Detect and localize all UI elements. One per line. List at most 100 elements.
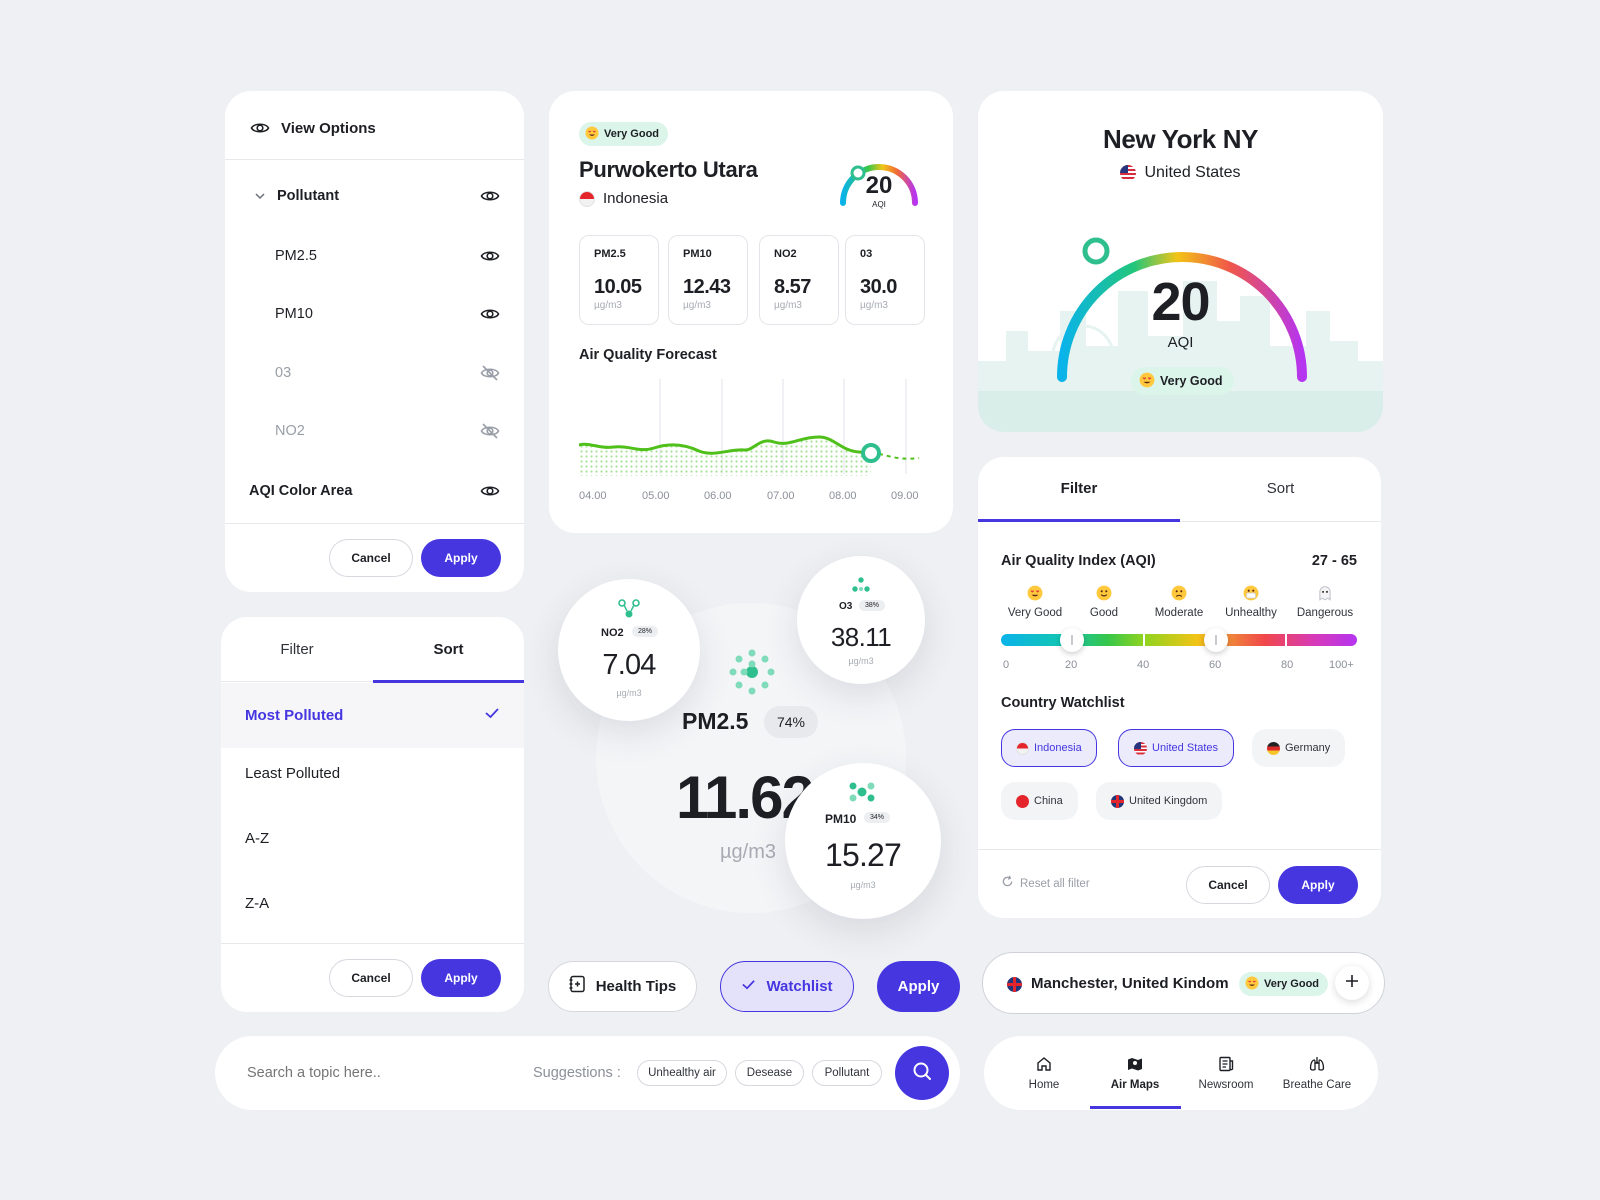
forecast-time-label: 04.00 xyxy=(579,490,607,502)
suggestion-chip[interactable]: Pollutant xyxy=(812,1060,882,1086)
country-row: Indonesia xyxy=(579,190,668,207)
forecast-time-label: 08.00 xyxy=(829,490,857,502)
pm25-unit: µg/m3 xyxy=(720,841,776,863)
sort-option-most-polluted[interactable]: Most Polluted xyxy=(221,683,524,748)
china-flag-icon xyxy=(1016,794,1029,808)
aqi-range-slider[interactable] xyxy=(1001,634,1357,646)
aqi-gauge xyxy=(1050,209,1314,389)
country-chip-united-kingdom[interactable]: United Kingdom xyxy=(1096,782,1223,820)
scale-label: 80 xyxy=(1281,659,1294,671)
molecule-icon xyxy=(618,599,640,624)
o3-bubble[interactable]: O3 38% 38.11 µg/m3 xyxy=(797,556,925,684)
divider xyxy=(225,523,524,524)
country-chip-germany[interactable]: Germany xyxy=(1252,729,1346,767)
eye-icon[interactable] xyxy=(479,245,501,267)
nav-item-newsroom[interactable]: Newsroom xyxy=(1180,1036,1272,1110)
option-row-aqi-color-area[interactable]: AQI Color Area xyxy=(249,476,501,506)
option-row-pollutant[interactable]: Pollutant xyxy=(249,181,501,211)
add-button[interactable] xyxy=(1335,966,1369,1000)
aqi-mini-value: 20 xyxy=(865,172,893,199)
pm10-percent-badge: 34% xyxy=(864,812,891,823)
nav-item-breathe-care[interactable]: Breathe Care xyxy=(1271,1036,1363,1110)
country-chip-label: Indonesia xyxy=(1034,742,1082,754)
pm10-unit: µg/m3 xyxy=(850,880,876,890)
watchlist-button[interactable]: Watchlist xyxy=(720,961,854,1012)
cancel-button[interactable]: Cancel xyxy=(1186,866,1270,904)
metric-name: 03 xyxy=(860,248,873,260)
molecule-icon xyxy=(851,577,871,598)
option-label: NO2 xyxy=(275,423,305,439)
cancel-button[interactable]: Cancel xyxy=(329,539,413,577)
option-label: AQI Color Area xyxy=(249,483,353,499)
chevron-down-icon[interactable] xyxy=(249,185,271,207)
country-chip-china[interactable]: China xyxy=(1001,782,1078,820)
slider-handle-min[interactable] xyxy=(1060,628,1084,652)
apply-button[interactable]: Apply xyxy=(421,959,501,997)
apply-button[interactable]: Apply xyxy=(877,961,960,1012)
smiley-icon xyxy=(1139,372,1155,391)
indonesia-flag-icon xyxy=(1016,741,1029,755)
cancel-button[interactable]: Cancel xyxy=(329,959,413,997)
no2-value: 7.04 xyxy=(602,649,656,681)
location-chip[interactable]: Manchester, United Kindom Very Good xyxy=(982,952,1385,1014)
apply-button[interactable]: Apply xyxy=(1278,866,1358,904)
option-row-pm25[interactable]: PM2.5 xyxy=(275,241,501,271)
tab-sort[interactable]: Sort xyxy=(1266,479,1295,497)
tab-filter[interactable]: Filter xyxy=(1060,479,1098,497)
forecast-time-label: 09.00 xyxy=(891,490,919,502)
nav-label: Newsroom xyxy=(1198,1078,1254,1091)
eye-icon[interactable] xyxy=(479,303,501,325)
country-chip-label: United States xyxy=(1152,742,1219,754)
metric-name: NO2 xyxy=(774,248,797,260)
aqi-level-label: Moderate xyxy=(1154,607,1204,619)
view-options-header: View Options xyxy=(249,117,376,139)
aqi-level-unhealthy: Unhealthy xyxy=(1216,585,1286,621)
nav-item-home[interactable]: Home xyxy=(998,1036,1090,1110)
no2-bubble[interactable]: NO2 28% 7.04 µg/m3 xyxy=(558,579,700,721)
reset-filter-link[interactable]: Reset all filter xyxy=(1001,875,1090,893)
pm25-name: PM2.5 xyxy=(682,708,749,734)
country-chip-indonesia[interactable]: Indonesia xyxy=(1001,729,1097,767)
tab-sort[interactable]: Sort xyxy=(433,640,464,658)
eye-icon[interactable] xyxy=(479,185,501,207)
eye-off-icon[interactable] xyxy=(479,362,501,384)
health-tips-button[interactable]: Health Tips xyxy=(548,961,697,1012)
sort-option-a-z[interactable]: A-Z xyxy=(245,830,270,847)
metric-unit: µg/m3 xyxy=(860,300,888,311)
eye-icon[interactable] xyxy=(479,480,501,502)
forecast-time-label: 05.00 xyxy=(642,490,670,502)
o3-percent-badge: 38% xyxy=(859,600,886,611)
search-button[interactable] xyxy=(895,1046,949,1100)
suggestion-chip[interactable]: Unhealthy air xyxy=(637,1060,727,1086)
plus-icon xyxy=(1345,974,1359,993)
smiley-icon xyxy=(585,126,599,143)
suggestion-chip[interactable]: Desease xyxy=(735,1060,804,1086)
metric-unit: µg/m3 xyxy=(683,300,711,311)
eye-off-icon[interactable] xyxy=(479,420,501,442)
apply-button[interactable]: Apply xyxy=(421,539,501,577)
tab-filter[interactable]: Filter xyxy=(280,640,314,658)
us-flag-icon xyxy=(1134,741,1147,755)
city-name: Purwokerto Utara xyxy=(579,157,758,182)
sort-option-z-a[interactable]: Z-A xyxy=(245,895,270,912)
option-row-pm10[interactable]: PM10 xyxy=(275,299,501,329)
sort-option-label: Most Polluted xyxy=(245,707,344,724)
search-input[interactable] xyxy=(247,1058,497,1088)
nav-label: Breathe Care xyxy=(1282,1078,1352,1091)
country-chip-united-states[interactable]: United States xyxy=(1118,729,1235,767)
aqi-mini-gauge xyxy=(837,153,921,213)
option-row-o3[interactable]: 03 xyxy=(275,358,501,388)
pm10-bubble[interactable]: PM10 34% 15.27 µg/m3 xyxy=(785,763,941,919)
nav-item-air-maps[interactable]: Air Maps xyxy=(1089,1036,1181,1110)
aqi-level-label: Unhealthy xyxy=(1225,607,1277,619)
aqi-level-moderate: Moderate xyxy=(1141,585,1217,621)
option-row-no2[interactable]: NO2 xyxy=(275,416,501,446)
nav-active-indicator xyxy=(1090,1106,1181,1109)
slider-handle-max[interactable] xyxy=(1204,628,1228,652)
watchlist-label: Watchlist xyxy=(766,978,833,995)
pm10-value: 15.27 xyxy=(824,837,902,873)
sort-option-least-polluted[interactable]: Least Polluted xyxy=(245,765,341,782)
smiley-icon xyxy=(1074,585,1134,603)
forecast-chart xyxy=(577,379,927,479)
divider xyxy=(225,159,524,160)
